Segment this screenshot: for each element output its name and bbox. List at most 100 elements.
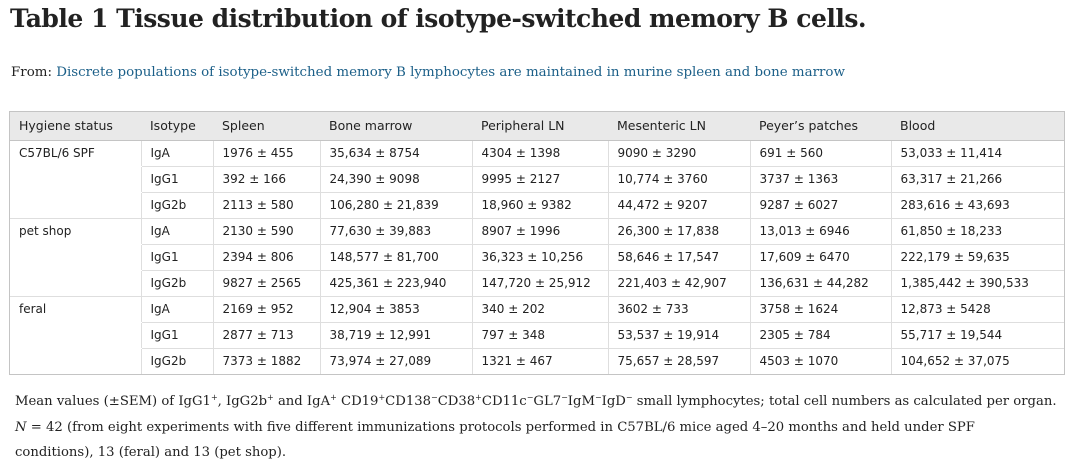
value-cell: 35,634 ± 8754: [319, 140, 472, 167]
value-cell: 2130 ± 590: [212, 218, 320, 245]
isotype-cell: IgA: [140, 218, 213, 245]
value-cell: 7373 ± 1882: [212, 348, 320, 374]
value-cell: 13,013 ± 6946: [749, 218, 891, 245]
table-row: pet shop IgA 2130 ± 590 77,630 ± 39,883 8907…: [10, 218, 1064, 245]
value-cell: 73,974 ± 27,089: [319, 348, 472, 374]
table-title: Table 1 Tissue distribution of isotype-s…: [10, 4, 867, 33]
table-row: IgG2b 7373 ± 1882 73,974 ± 27,089 1321 ± 46…: [10, 348, 1064, 374]
column-header: Peyer’s patches: [750, 112, 891, 141]
value-cell: 63,317 ± 21,266: [890, 166, 1064, 193]
value-cell: 53,033 ± 11,414: [890, 140, 1064, 167]
isotype-cell: IgG1: [140, 244, 213, 271]
value-cell: 691 ± 560: [749, 140, 891, 167]
column-header: Hygiene status: [10, 112, 141, 141]
value-cell: 17,609 ± 6470: [749, 244, 891, 271]
value-cell: 1,385,442 ± 390,533: [890, 270, 1064, 297]
value-cell: 1976 ± 455: [212, 140, 320, 167]
value-cell: 2877 ± 713: [212, 322, 320, 349]
footnote-text: IgM: [567, 394, 595, 409]
footnote-text: IgD: [601, 394, 626, 409]
isotype-cell: IgG2b: [140, 192, 213, 219]
from-label: From:: [11, 65, 52, 80]
isotype-cell: IgG1: [140, 166, 213, 193]
value-cell: 104,652 ± 37,075: [890, 348, 1064, 374]
hygiene-status-cell: pet shop: [10, 218, 141, 245]
table-row: IgG1 392 ± 166 24,390 ± 9098 9995 ± 2127 10,…: [10, 166, 1064, 193]
hygiene-status-cell: [10, 322, 141, 349]
footnote-superscript: +: [267, 393, 274, 402]
table-body: C57BL/6 SPF IgA 1976 ± 455 35,634 ± 8754 430…: [10, 140, 1064, 374]
footnote-superscript: −: [526, 393, 534, 402]
footnote-line-1: Mean values (±SEM) of IgG1+, IgG2b+ and …: [15, 389, 1075, 415]
value-cell: 10,774 ± 3760: [607, 166, 750, 193]
value-cell: 3602 ± 733: [607, 296, 750, 323]
footnote-line-3: conditions), 13 (feral) and 13 (pet shop…: [15, 445, 287, 460]
footnote-n-symbol: N: [15, 419, 27, 435]
source-line: From: Discrete populations of isotype-sw…: [11, 65, 845, 80]
hygiene-status-cell: C57BL/6 SPF: [10, 140, 141, 167]
value-cell: 147,720 ± 25,912: [471, 270, 608, 297]
value-cell: 136,631 ± 44,282: [749, 270, 891, 297]
footnote-text: , IgG2b: [217, 394, 268, 409]
table-header-row: Hygiene status Isotype Spleen Bone marrow Pe…: [10, 112, 1064, 141]
footnote-superscript: +: [210, 393, 218, 402]
value-cell: 55,717 ± 19,544: [890, 322, 1064, 349]
hygiene-status-cell: feral: [10, 296, 141, 323]
footnote-superscript: −: [594, 393, 602, 402]
value-cell: 9995 ± 2127: [471, 166, 608, 193]
table-row: IgG1 2877 ± 713 38,719 ± 12,991 797 ± 348 53…: [10, 322, 1064, 349]
table-row: feral IgA 2169 ± 952 12,904 ± 3853 340 ± 202…: [10, 296, 1064, 323]
isotype-cell: IgA: [140, 140, 213, 167]
value-cell: 58,646 ± 17,547: [607, 244, 750, 271]
footnote-superscript: −: [561, 393, 568, 402]
isotype-cell: IgG2b: [140, 270, 213, 297]
hygiene-status-cell: [10, 348, 141, 374]
value-cell: 3737 ± 1363: [749, 166, 891, 193]
value-cell: 221,403 ± 42,907: [607, 270, 750, 297]
value-cell: 8907 ± 1996: [471, 218, 608, 245]
value-cell: 1321 ± 467: [471, 348, 608, 374]
column-header: Blood: [891, 112, 1064, 141]
footnote-text: CD138: [385, 394, 431, 409]
value-cell: 4304 ± 1398: [471, 140, 608, 167]
value-cell: 9090 ± 3290: [607, 140, 750, 167]
footnote-superscript: −: [625, 393, 633, 402]
table-row: IgG2b 2113 ± 580 106,280 ± 21,839 18,960 ± …: [10, 192, 1064, 219]
value-cell: 75,657 ± 28,597: [607, 348, 750, 374]
footnote-text: CD38: [437, 394, 476, 409]
footnote-superscript: +: [475, 393, 482, 402]
hygiene-status-cell: [10, 244, 141, 271]
value-cell: 38,719 ± 12,991: [319, 322, 472, 349]
hygiene-status-cell: [10, 192, 141, 219]
table-footnote: Mean values (±SEM) of IgG1+, IgG2b+ and …: [15, 389, 1075, 466]
value-cell: 9287 ± 6027: [749, 192, 891, 219]
footnote-superscript: +: [330, 393, 337, 402]
value-cell: 9827 ± 2565: [212, 270, 320, 297]
column-header: Peripheral LN: [472, 112, 608, 141]
footnote-superscript: +: [378, 393, 386, 402]
value-cell: 3758 ± 1624: [749, 296, 891, 323]
isotype-cell: IgG2b: [140, 348, 213, 374]
footnote-text: GL7: [533, 394, 562, 409]
value-cell: 2394 ± 806: [212, 244, 320, 271]
hygiene-status-cell: [10, 166, 141, 193]
value-cell: 425,361 ± 223,940: [319, 270, 472, 297]
value-cell: 24,390 ± 9098: [319, 166, 472, 193]
table-row: C57BL/6 SPF IgA 1976 ± 455 35,634 ± 8754 430…: [10, 140, 1064, 167]
isotype-cell: IgG1: [140, 322, 213, 349]
value-cell: 2305 ± 784: [749, 322, 891, 349]
value-cell: 12,904 ± 3853: [319, 296, 472, 323]
footnote-line-2-text: = 42 (from eight experiments with five d…: [26, 419, 975, 435]
value-cell: 2113 ± 580: [212, 192, 320, 219]
source-article-link[interactable]: Discrete populations of isotype-switched…: [56, 65, 845, 80]
value-cell: 222,179 ± 59,635: [890, 244, 1064, 271]
column-header: Spleen: [213, 112, 320, 141]
column-header: Isotype: [141, 112, 213, 141]
column-header: Mesenteric LN: [608, 112, 750, 141]
footnote-text: CD11c: [481, 394, 527, 409]
value-cell: 61,850 ± 18,233: [890, 218, 1064, 245]
footnote-text: and IgA: [273, 394, 331, 409]
data-table: Hygiene status Isotype Spleen Bone marrow Pe…: [10, 112, 1064, 374]
hygiene-status-cell: [10, 270, 141, 297]
footnote-line-2: N = 42 (from eight experiments with five…: [15, 415, 1075, 441]
